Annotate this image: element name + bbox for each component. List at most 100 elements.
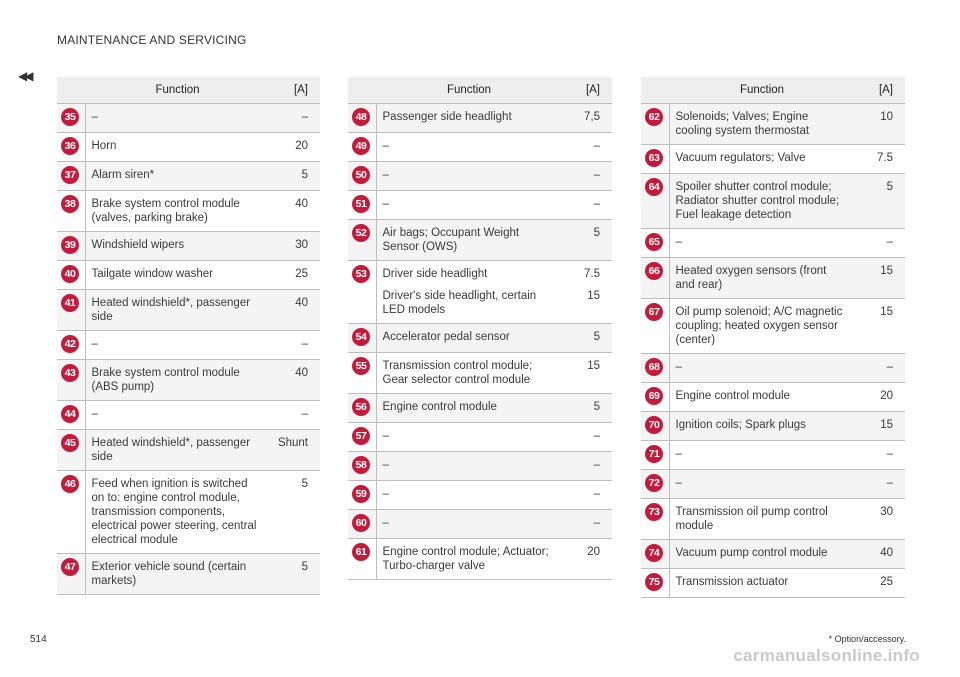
fuse-amperage-cell: – bbox=[270, 103, 320, 133]
fuse-amperage-text: – bbox=[593, 139, 600, 152]
back-chevron-icon[interactable]: ◀◀ bbox=[18, 69, 34, 83]
fuse-number-cell: 63 bbox=[641, 144, 670, 174]
fuse-number-cell: 75 bbox=[641, 568, 670, 598]
fuse-function-cell: Horn bbox=[85, 132, 270, 162]
fuse-function-text: Engine control module bbox=[675, 389, 790, 402]
number-column-header bbox=[641, 77, 669, 104]
table-row: 63 Vacuum regulators; Valve 7.5 bbox=[641, 144, 905, 174]
fuse-number-badge: 51 bbox=[352, 194, 370, 213]
table-row: 54 Accelerator pedal sensor 5 bbox=[348, 323, 612, 353]
fuse-amperage-cell: 40 bbox=[270, 359, 320, 401]
table-row: 39 Windshield wipers 30 bbox=[57, 231, 320, 261]
fuse-number-cell: 48 bbox=[348, 103, 377, 133]
fuse-amperage-cell: 5 bbox=[562, 219, 612, 261]
table-row: 75 Transmission actuator 25 bbox=[641, 568, 905, 598]
fuse-number-cell: 53 bbox=[348, 260, 377, 324]
amperage-column-header: [A] bbox=[562, 77, 612, 104]
fuse-number-cell: 42 bbox=[57, 330, 86, 360]
table-row: 67 Oil pump solenoid; A/C magnetic coupli… bbox=[641, 298, 905, 354]
fuse-number-badge: 71 bbox=[645, 444, 663, 463]
fuse-number-badge: 47 bbox=[61, 557, 79, 576]
fuse-function-text: – bbox=[91, 407, 98, 420]
fuse-function-cell: – bbox=[669, 353, 855, 383]
fuse-number-badge: 67 bbox=[645, 302, 663, 321]
fuse-number-badge: 38 bbox=[61, 194, 79, 213]
fuse-number-cell: 59 bbox=[348, 480, 377, 510]
table-row: 46 Feed when ignition is switched on to: … bbox=[57, 470, 320, 554]
table-row: 70 Ignition coils; Spark plugs 15 bbox=[641, 411, 905, 441]
fuse-amperage-cell: 25 bbox=[855, 568, 905, 598]
fuse-function-cell: Windshield wipers bbox=[85, 231, 270, 261]
fuse-function-cell: Ignition coils; Spark plugs bbox=[669, 411, 855, 441]
fuse-number-badge: 73 bbox=[645, 502, 663, 521]
fuse-number-cell: 58 bbox=[348, 451, 377, 481]
fuse-amperage-text: 7.5 bbox=[584, 267, 600, 280]
fuse-function-cell: Transmission actuator bbox=[669, 568, 855, 598]
fuse-amperage-text: 20 bbox=[880, 389, 893, 402]
fuse-amperage-text: 5 bbox=[886, 180, 893, 193]
table-row: 45 Heated windshield*, passenger side Shun… bbox=[57, 429, 320, 471]
fuse-number-badge: 56 bbox=[352, 397, 370, 416]
table-row: 55 Transmission control module; Gear sele… bbox=[348, 352, 612, 394]
fuse-function-text: Solenoids; Valves; Engine cooling system… bbox=[675, 110, 810, 137]
fuse-amperage-text: – bbox=[593, 516, 600, 529]
fuse-function-text: Engine control module bbox=[382, 400, 497, 413]
fuse-number-cell: 43 bbox=[57, 359, 86, 401]
fuse-amperage-text: – bbox=[593, 458, 600, 471]
fuse-function-cell: Brake system control module (valves, par… bbox=[85, 190, 270, 232]
fuse-number-badge: 60 bbox=[352, 513, 370, 532]
fuse-number-badge: 64 bbox=[645, 177, 663, 196]
fuse-function-text: Driver side headlight bbox=[382, 267, 488, 280]
table-row: 47 Exterior vehicle sound (certain market… bbox=[57, 553, 320, 595]
amperage-column-header: [A] bbox=[270, 77, 320, 104]
fuse-number-badge: 74 bbox=[645, 543, 663, 562]
fuse-function-cell: Oil pump solenoid; A/C magnetic coupling… bbox=[669, 298, 855, 354]
fuse-number-badge: 68 bbox=[645, 357, 663, 376]
fuse-function-cell: Vacuum pump control module bbox=[669, 539, 855, 569]
fuse-amperage-cell: – bbox=[270, 400, 320, 430]
fuse-number-cell: 38 bbox=[57, 190, 86, 232]
fuse-function-cell: Transmission oil pump control module bbox=[669, 498, 855, 540]
fuse-amperage-cell: 5 bbox=[855, 173, 905, 229]
table-row: 38 Brake system control module (valves, p… bbox=[57, 190, 320, 232]
fuse-amperage-text: 40 bbox=[295, 296, 308, 309]
fuse-number-badge: 39 bbox=[61, 235, 79, 254]
fuse-amperage-cell: – bbox=[855, 469, 905, 499]
fuse-number-cell: 70 bbox=[641, 411, 670, 441]
fuse-amperage-cell: 30 bbox=[270, 231, 320, 261]
fuse-function-text: Heated oxygen sensors (front and rear) bbox=[675, 264, 827, 291]
fuse-number-badge: 65 bbox=[645, 232, 663, 251]
fuse-function-cell: – bbox=[376, 132, 562, 162]
fuse-number-badge: 41 bbox=[61, 293, 79, 312]
fuse-amperage-cell: – bbox=[855, 228, 905, 258]
fuse-amperage-text: 30 bbox=[295, 238, 308, 251]
fuse-amperage-text: 40 bbox=[880, 546, 893, 559]
fuse-amperage-text: – bbox=[886, 360, 893, 373]
fuse-function-cell: Engine control module; Actuator; Turbo-c… bbox=[376, 538, 562, 580]
fuse-function-text: Brake system control module (valves, par… bbox=[91, 197, 240, 224]
table-row: 41 Heated windshield*, passenger side 40 bbox=[57, 289, 320, 331]
table-row: 62 Solenoids; Valves; Engine cooling syst… bbox=[641, 103, 905, 145]
fuse-number-badge: 75 bbox=[645, 572, 663, 591]
table-row: 52 Air bags; Occupant Weight Sensor (OWS)… bbox=[348, 219, 612, 261]
fuse-function-cell: Heated oxygen sensors (front and rear) bbox=[669, 257, 855, 299]
fuse-function-cell: Heated windshield*, passenger side bbox=[85, 289, 270, 331]
fuse-amperage-text: 15 bbox=[587, 359, 600, 372]
fuse-amperage-text: – bbox=[886, 476, 893, 489]
fuse-function-text: Driver's side headlight, certain LED mod… bbox=[382, 289, 537, 316]
fuse-table-1: Function [A] 35– –36 Horn 20 37 Alarm siren* 5… bbox=[57, 77, 320, 595]
fuse-function-text: Vacuum regulators; Valve bbox=[675, 151, 806, 164]
fuse-amperage-text: 40 bbox=[295, 366, 308, 379]
fuse-number-badge: 49 bbox=[352, 136, 370, 155]
fuse-number-badge: 57 bbox=[352, 426, 370, 445]
fuse-function-cell: – bbox=[376, 422, 562, 452]
fuse-amperage-cell: 40 bbox=[270, 289, 320, 331]
fuse-number-badge: 61 bbox=[352, 542, 370, 561]
fuse-number-badge: 54 bbox=[352, 327, 370, 346]
fuse-amperage-text: 5 bbox=[301, 560, 308, 573]
fuse-amperage-text: 30 bbox=[880, 505, 893, 518]
fuse-function-cell: Passenger side headlight bbox=[376, 103, 562, 133]
fuse-number-cell: 56 bbox=[348, 393, 377, 423]
fuse-amperage-cell: 5 bbox=[270, 553, 320, 595]
fuse-amperage-text: – bbox=[593, 487, 600, 500]
